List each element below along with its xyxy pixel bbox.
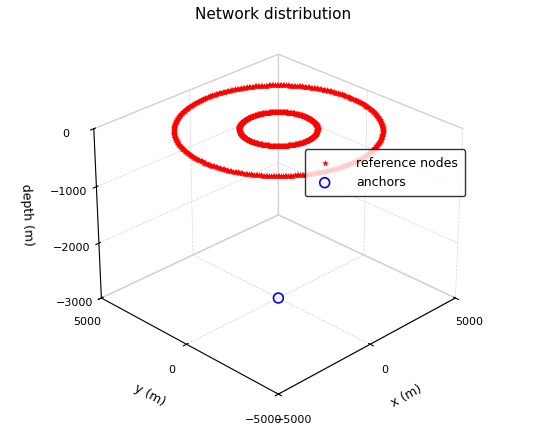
X-axis label: x (m): x (m) — [389, 382, 424, 409]
Title: Network distribution: Network distribution — [195, 7, 351, 22]
Legend: reference nodes, anchors: reference nodes, anchors — [305, 149, 465, 196]
Y-axis label: y (m): y (m) — [132, 382, 168, 409]
